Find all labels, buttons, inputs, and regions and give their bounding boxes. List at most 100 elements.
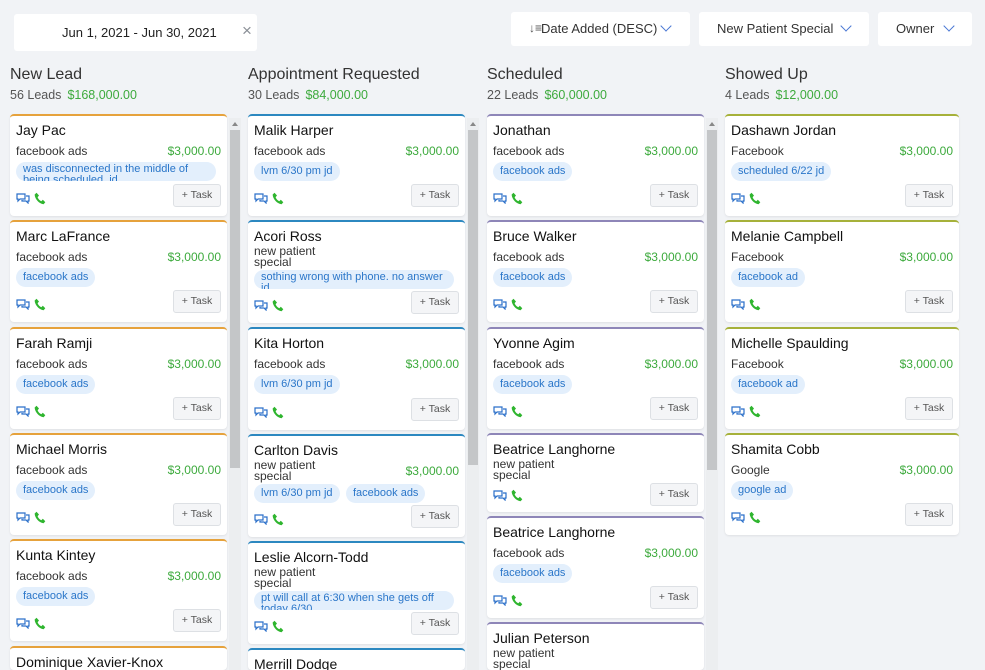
add-task-button[interactable]: + Task [173, 609, 221, 632]
add-task-button[interactable]: + Task [173, 397, 221, 420]
phone-icon[interactable] [511, 489, 523, 502]
lead-card[interactable]: Dashawn Jordan Facebook $3,000.00 schedu… [725, 114, 959, 216]
phone-icon[interactable] [34, 405, 46, 418]
campaign-dropdown[interactable]: New Patient Special [699, 12, 869, 46]
lead-card[interactable]: Malik Harper facebook ads $3,000.00 lvm … [248, 114, 465, 216]
scroll-up-icon[interactable] [470, 122, 476, 126]
lead-card[interactable]: Merrill Dodge [248, 648, 465, 670]
phone-icon[interactable] [34, 298, 46, 311]
chat-icon[interactable] [16, 299, 30, 310]
scroll-thumb[interactable] [468, 130, 478, 465]
lead-card[interactable]: Julian Peterson new patient special [487, 622, 704, 670]
add-task-button[interactable]: + Task [411, 398, 459, 421]
add-task-button[interactable]: + Task [650, 184, 698, 207]
lead-card[interactable]: Beatrice Langhorne new patient special +… [487, 433, 704, 512]
phone-icon[interactable] [272, 513, 284, 526]
lead-card[interactable]: Bruce Walker facebook ads $3,000.00 face… [487, 220, 704, 322]
lead-card[interactable]: Michelle Spaulding Facebook $3,000.00 fa… [725, 327, 959, 429]
column-scrollbar[interactable] [706, 118, 718, 670]
phone-icon[interactable] [272, 299, 284, 312]
phone-icon[interactable] [749, 511, 761, 524]
column-amount: $168,000.00 [67, 88, 137, 102]
add-task-button[interactable]: + Task [173, 503, 221, 526]
phone-icon[interactable] [749, 405, 761, 418]
scroll-up-icon[interactable] [709, 122, 715, 126]
chat-icon[interactable] [254, 193, 268, 204]
add-task-button[interactable]: + Task [650, 290, 698, 313]
phone-icon[interactable] [511, 405, 523, 418]
chat-icon[interactable] [493, 193, 507, 204]
chat-icon[interactable] [16, 512, 30, 523]
lead-card[interactable]: Kita Horton facebook ads $3,000.00 lvm 6… [248, 327, 465, 430]
lead-card[interactable]: Kunta Kintey facebook ads $3,000.00 face… [10, 539, 227, 641]
add-task-button[interactable]: + Task [173, 184, 221, 207]
chat-icon[interactable] [254, 300, 268, 311]
column-scrollbar[interactable] [467, 118, 479, 670]
add-task-button[interactable]: + Task [411, 291, 459, 314]
lead-card[interactable]: Dominique Xavier-Knox [10, 646, 227, 670]
scroll-thumb[interactable] [230, 130, 240, 468]
add-task-button[interactable]: + Task [411, 505, 459, 528]
add-task-button[interactable]: + Task [905, 397, 953, 420]
lead-card[interactable]: Jay Pac facebook ads $3,000.00 was disco… [10, 114, 227, 216]
lead-card[interactable]: Beatrice Langhorne facebook ads $3,000.0… [487, 516, 704, 618]
scroll-up-icon[interactable] [232, 122, 238, 126]
chat-icon[interactable] [493, 406, 507, 417]
lead-card[interactable]: Marc LaFrance facebook ads $3,000.00 fac… [10, 220, 227, 322]
chat-icon[interactable] [493, 490, 507, 501]
chat-icon[interactable] [731, 512, 745, 523]
add-task-button[interactable]: + Task [411, 612, 459, 635]
chat-icon[interactable] [16, 406, 30, 417]
chat-icon[interactable] [16, 618, 30, 629]
lead-card[interactable]: Farah Ramji facebook ads $3,000.00 faceb… [10, 327, 227, 429]
scroll-thumb[interactable] [707, 130, 717, 470]
add-task-button[interactable]: + Task [905, 290, 953, 313]
lead-amount: $3,000.00 [899, 250, 953, 264]
add-task-button[interactable]: + Task [650, 586, 698, 609]
phone-icon[interactable] [34, 511, 46, 524]
clear-date-icon[interactable]: × [242, 21, 252, 40]
lead-card[interactable]: Shamita Cobb Google $3,000.00 google ad … [725, 433, 959, 535]
lead-card[interactable]: Jonathan facebook ads $3,000.00 facebook… [487, 114, 704, 216]
lead-card[interactable]: Leslie Alcorn-Todd new patient special p… [248, 541, 465, 644]
chat-icon[interactable] [254, 514, 268, 525]
add-task-button[interactable]: + Task [411, 184, 459, 207]
lead-source: facebook ads [493, 546, 565, 560]
chat-icon[interactable] [493, 299, 507, 310]
add-task-button[interactable]: + Task [173, 290, 221, 313]
lead-card[interactable]: Yvonne Agim facebook ads $3,000.00 faceb… [487, 327, 704, 429]
owner-dropdown[interactable]: Owner [878, 12, 972, 46]
chat-icon[interactable] [731, 406, 745, 417]
chat-icon[interactable] [731, 299, 745, 310]
phone-icon[interactable] [511, 298, 523, 311]
lead-source: facebook ads [16, 250, 88, 264]
lead-card[interactable]: Melanie Campbell Facebook $3,000.00 face… [725, 220, 959, 322]
chat-icon[interactable] [254, 621, 268, 632]
phone-icon[interactable] [272, 192, 284, 205]
column-scrollbar[interactable] [229, 118, 241, 670]
chat-icon[interactable] [16, 193, 30, 204]
phone-icon[interactable] [749, 298, 761, 311]
lead-card[interactable]: Acori Ross new patient special sothing w… [248, 220, 465, 323]
lead-card[interactable]: Carlton Davis new patient special $3,000… [248, 434, 465, 537]
phone-icon[interactable] [272, 406, 284, 419]
add-task-button[interactable]: + Task [905, 503, 953, 526]
phone-icon[interactable] [34, 192, 46, 205]
date-range-filter[interactable]: Jun 1, 2021 - Jun 30, 2021 × [14, 14, 257, 51]
phone-icon[interactable] [511, 192, 523, 205]
phone-icon[interactable] [34, 617, 46, 630]
chat-icon[interactable] [731, 193, 745, 204]
chat-icon[interactable] [493, 595, 507, 606]
phone-icon[interactable] [511, 594, 523, 607]
lead-amount: $3,000.00 [167, 144, 221, 158]
sort-dropdown[interactable]: ↓≡ Date Added (DESC) [511, 12, 690, 46]
add-task-button[interactable]: + Task [905, 184, 953, 207]
add-task-button[interactable]: + Task [650, 483, 698, 506]
chat-icon[interactable] [254, 407, 268, 418]
lead-name: Marc LaFrance [16, 228, 111, 244]
lead-card[interactable]: Michael Morris facebook ads $3,000.00 fa… [10, 433, 227, 535]
add-task-button[interactable]: + Task [650, 397, 698, 420]
phone-icon[interactable] [749, 192, 761, 205]
phone-icon[interactable] [272, 620, 284, 633]
note-tag: lvm 6/30 pm jd [254, 375, 340, 394]
